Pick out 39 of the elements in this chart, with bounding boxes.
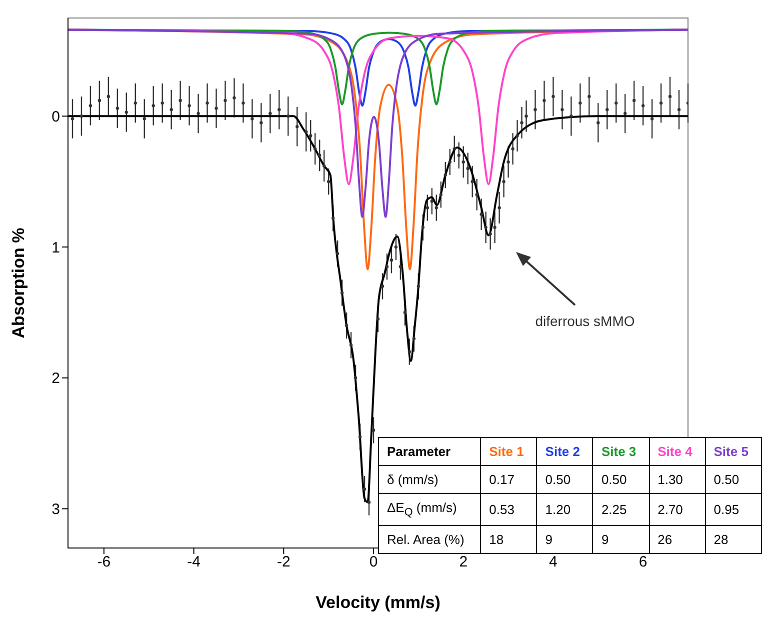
text: 0.50 <box>705 466 762 494</box>
annotation: 2.70 <box>649 494 706 526</box>
annotation: δ (mm/s) <box>378 466 481 494</box>
y-axis-title: Absorption % <box>9 228 28 338</box>
x-tick-label: 0 <box>369 554 378 571</box>
annotation: 0.17 <box>480 466 537 494</box>
annotation: 0.53 <box>480 494 537 526</box>
text: 0.95 <box>705 494 762 526</box>
x-tick-label: -2 <box>276 554 290 571</box>
text: 28 <box>705 525 762 554</box>
x-tick-label: 6 <box>638 554 648 571</box>
text: Site 5 <box>705 438 762 466</box>
annotation: 9 <box>536 525 593 554</box>
annotation: 18 <box>480 525 537 554</box>
y-tick-label: 2 <box>52 370 60 388</box>
text: Site 3 <box>592 438 650 466</box>
y-tick-label: 1 <box>52 239 60 256</box>
text: Site 2 <box>536 438 593 466</box>
annotation: 0.50 <box>536 466 593 494</box>
annotation: 26 <box>649 525 706 554</box>
y-tick-label: 3 <box>52 501 60 518</box>
annotation: ΔE$_{Q}$ (mm/s) <box>378 494 481 526</box>
annotation: 2.25 <box>592 494 650 526</box>
y-tick-label: 0 <box>52 108 60 126</box>
text: Site 1 <box>480 438 537 466</box>
annotation: Parameter <box>378 438 481 466</box>
x-tick-label: 2 <box>459 554 468 571</box>
x-axis-title: Velocity (mm/s) <box>316 593 440 612</box>
text: Site 4 <box>649 438 706 466</box>
x-tick-label: 4 <box>549 554 558 571</box>
x-tick-label: -4 <box>187 554 200 571</box>
annotation: 1.30 <box>649 466 706 494</box>
line-series <box>68 28 688 218</box>
x-tick-label: -6 <box>97 554 111 571</box>
annotation: 1.20 <box>536 494 593 526</box>
annotation: diferrous sMMO <box>535 313 635 329</box>
annotation: Rel. Area (%) <box>378 525 481 554</box>
annotation: 0.50 <box>592 466 650 494</box>
annotation: 9 <box>592 525 650 554</box>
